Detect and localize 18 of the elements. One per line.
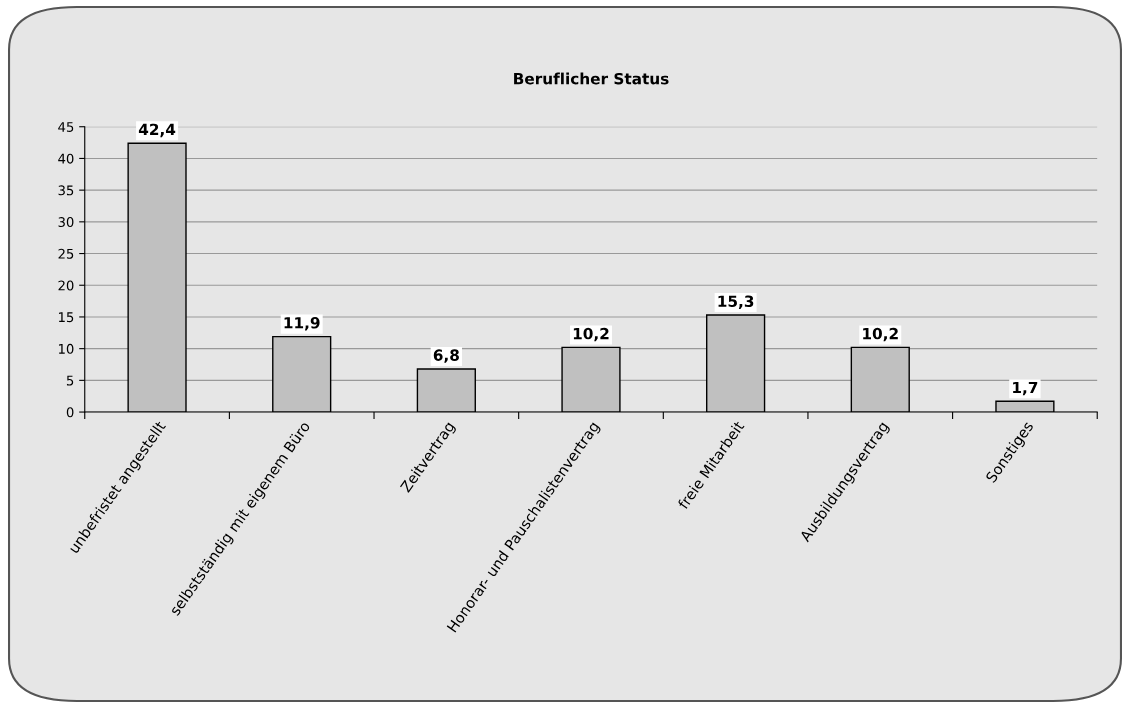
data-label: 10,2 xyxy=(573,327,609,342)
chart-title: Beruflicher Status xyxy=(514,72,669,85)
y-tick-label: 0 xyxy=(66,407,74,418)
data-label: 11,9 xyxy=(284,317,320,331)
y-tick-label: 40 xyxy=(58,153,74,164)
data-label: 1,7 xyxy=(1013,381,1038,396)
data-label: 42,4 xyxy=(138,123,176,138)
y-tick-label: 30 xyxy=(58,217,74,228)
data-label: 6,8 xyxy=(433,349,459,363)
y-tick-label: 45 xyxy=(58,122,74,132)
y-tick-label: 35 xyxy=(58,185,74,196)
y-tick-label: 25 xyxy=(58,248,74,259)
y-tick-label: 15 xyxy=(58,312,74,323)
y-tick-label: 20 xyxy=(58,280,74,291)
y-tick-label: 10 xyxy=(58,343,74,354)
data-label: 15,3 xyxy=(718,295,754,309)
data-label: 10,2 xyxy=(863,327,898,342)
y-tick-label: 5 xyxy=(66,375,74,386)
